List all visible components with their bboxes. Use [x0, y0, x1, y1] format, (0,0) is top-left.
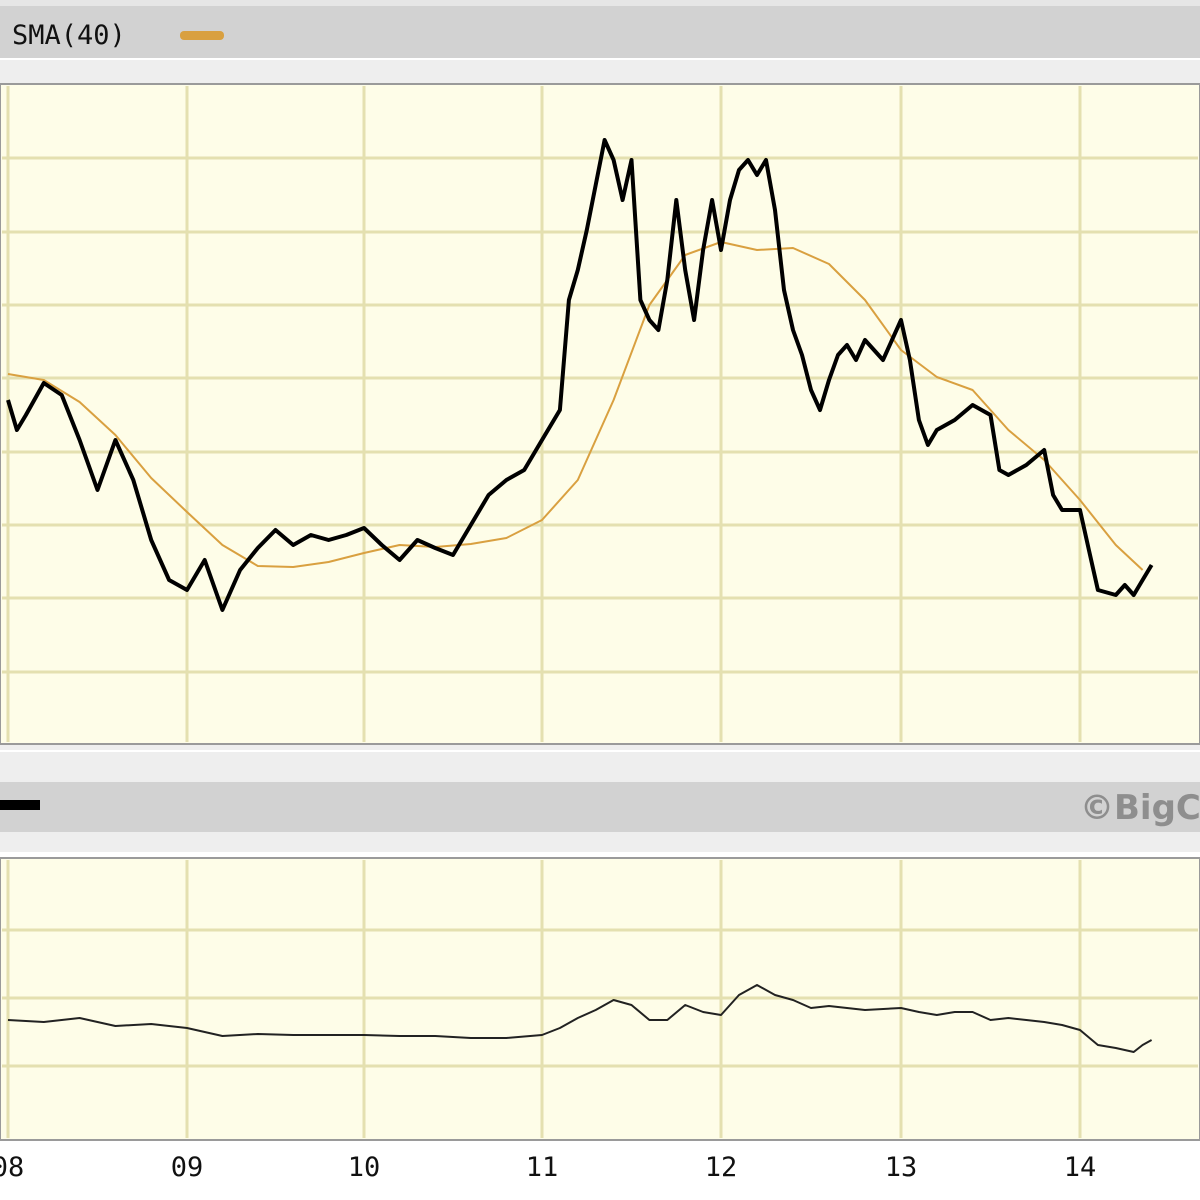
price-panel — [0, 83, 1200, 745]
lower-series-0 — [7, 984, 1153, 1053]
x-tick-label: 09 — [171, 1152, 204, 1183]
sma-legend-swatch — [180, 31, 224, 40]
lower-header-strip — [0, 782, 1200, 832]
x-tick-label: 13 — [885, 1152, 918, 1183]
sma-legend-label: SMA(40) — [12, 20, 126, 51]
x-tick-label: 11 — [526, 1152, 559, 1183]
lower-panel-series — [7, 984, 1153, 1053]
x-axis-labels: 08 09 10 11 12 13 14 — [0, 1152, 1096, 1183]
price-panel-series — [6, 138, 1154, 612]
price-series-1 — [6, 138, 1154, 612]
x-tick-label: 12 — [705, 1152, 738, 1183]
top-header-strip — [0, 6, 1200, 58]
x-tick-label: 14 — [1064, 1152, 1097, 1183]
lower-panel-grid — [2, 860, 1198, 1138]
price-series-sma-40- — [7, 241, 1144, 571]
copyright-text: ©BigC — [1080, 788, 1200, 828]
x-tick-label: 10 — [348, 1152, 381, 1183]
lower-legend-swatch — [0, 800, 40, 810]
x-tick-label: 08 — [0, 1152, 24, 1183]
